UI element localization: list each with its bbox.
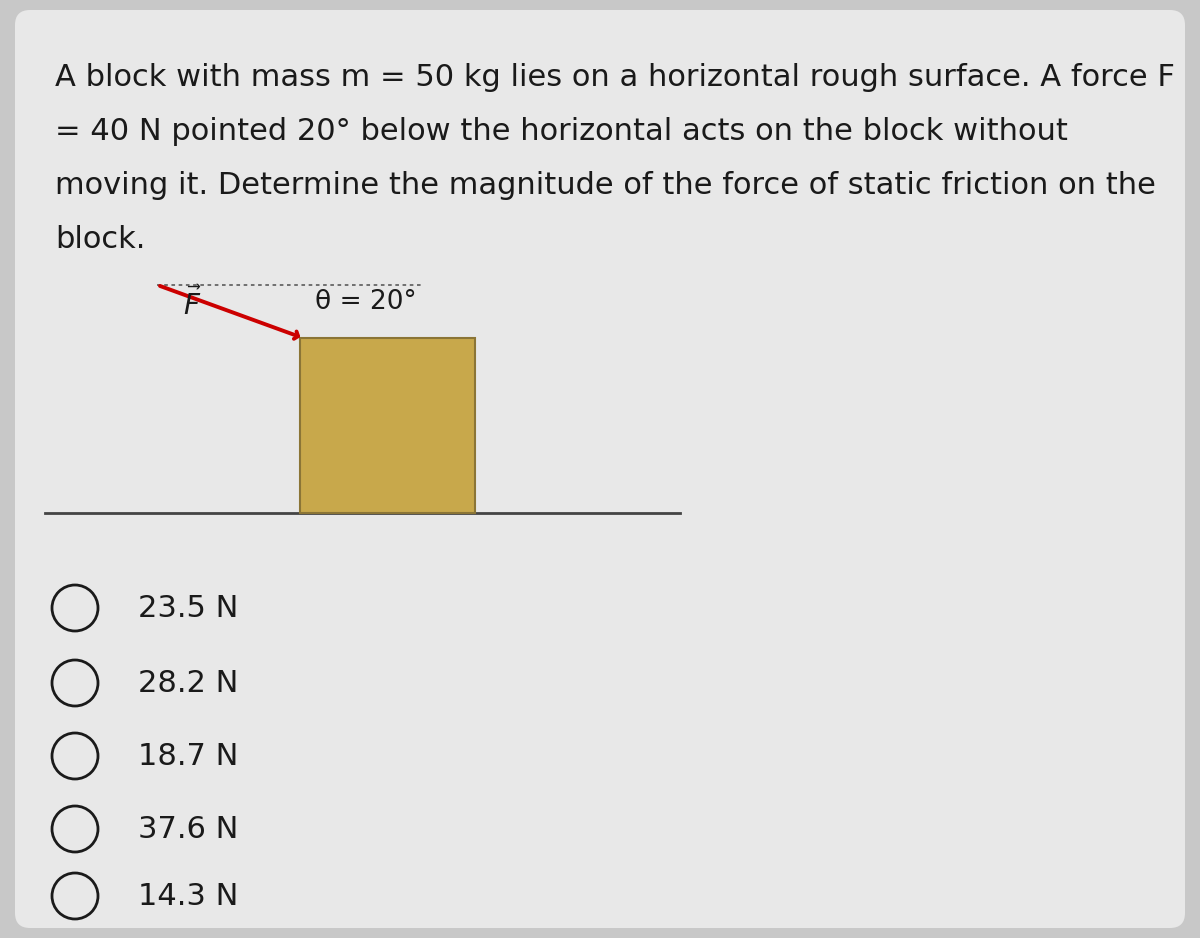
- FancyBboxPatch shape: [14, 10, 1186, 928]
- Text: θ = 20°: θ = 20°: [314, 289, 416, 315]
- Text: moving it. Determine the magnitude of the force of static friction on the: moving it. Determine the magnitude of th…: [55, 171, 1156, 200]
- Text: 37.6 N: 37.6 N: [138, 814, 239, 843]
- Text: $\vec{F}$: $\vec{F}$: [184, 286, 202, 321]
- Bar: [300, 338, 475, 513]
- Text: 23.5 N: 23.5 N: [138, 594, 239, 623]
- Text: 28.2 N: 28.2 N: [138, 669, 239, 698]
- Text: 14.3 N: 14.3 N: [138, 882, 239, 911]
- Text: 18.7 N: 18.7 N: [138, 742, 239, 770]
- Text: block.: block.: [55, 225, 145, 254]
- Text: = 40 N pointed 20° below the horizontal acts on the block without: = 40 N pointed 20° below the horizontal …: [55, 117, 1068, 146]
- Text: A block with mass m = 50 kg lies on a horizontal rough surface. A force F: A block with mass m = 50 kg lies on a ho…: [55, 63, 1175, 92]
